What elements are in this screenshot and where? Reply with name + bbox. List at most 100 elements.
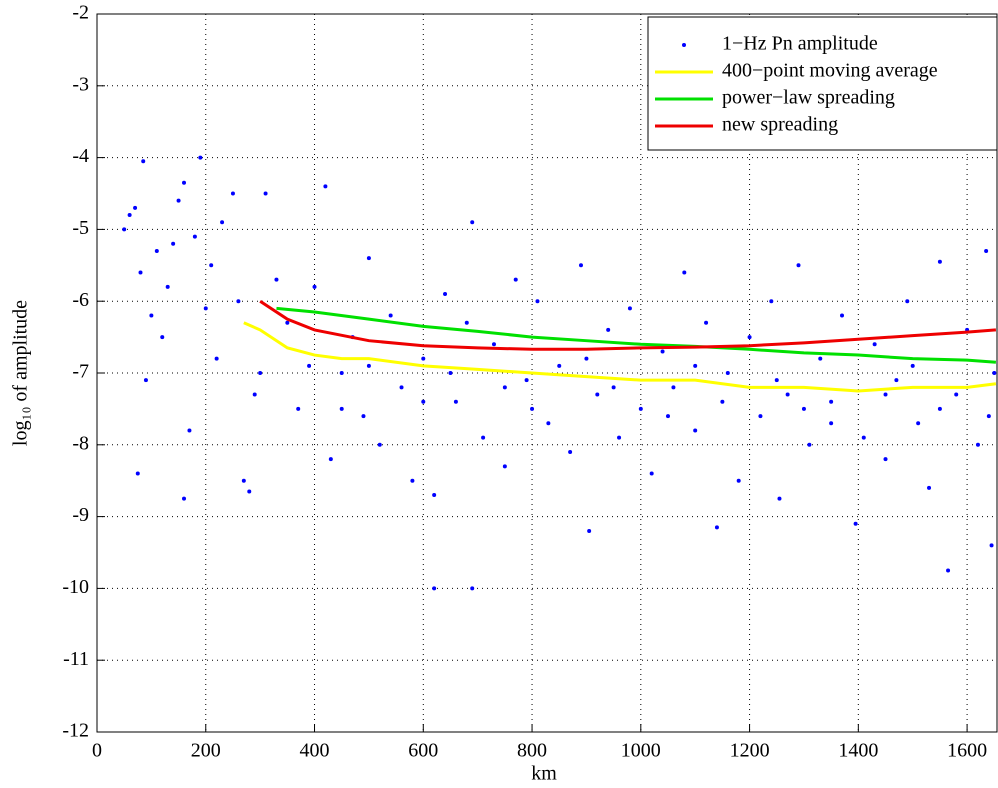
data-point xyxy=(274,277,279,282)
data-point xyxy=(568,449,573,454)
data-point xyxy=(524,378,529,383)
data-point xyxy=(611,385,616,390)
x-tick-label: 1400 xyxy=(838,740,878,762)
data-point xyxy=(883,392,888,397)
data-point xyxy=(595,392,600,397)
data-point xyxy=(665,414,670,419)
data-point xyxy=(171,241,176,246)
y-axis-label: log₁₀ of amplitude xyxy=(10,300,32,446)
data-point xyxy=(946,568,951,573)
data-point xyxy=(141,159,146,164)
data-point xyxy=(328,457,333,462)
data-point xyxy=(138,270,143,275)
data-point xyxy=(992,371,997,375)
data-point xyxy=(160,335,165,340)
data-point xyxy=(840,313,845,318)
y-tick-label: -9 xyxy=(72,504,89,526)
data-point xyxy=(937,259,942,264)
data-point xyxy=(143,378,148,383)
data-point xyxy=(502,385,507,390)
legend-label: 400−point moving average xyxy=(722,60,938,82)
data-point xyxy=(861,435,866,440)
data-point xyxy=(176,198,181,203)
data-point xyxy=(769,299,774,304)
data-point xyxy=(927,485,932,490)
legend: 1−Hz Pn amplitude 400−point moving averag… xyxy=(647,16,998,151)
data-point xyxy=(807,442,812,447)
data-point xyxy=(453,399,458,404)
line xyxy=(276,306,997,364)
data-point xyxy=(937,406,942,411)
data-point xyxy=(693,363,698,368)
data-point xyxy=(627,306,632,311)
plot-area xyxy=(122,155,997,591)
data-point xyxy=(578,263,583,268)
legend-label: power−law spreading xyxy=(722,87,895,109)
x-tick-label: 1600 xyxy=(947,740,987,762)
data-point xyxy=(247,489,252,494)
data-point xyxy=(448,371,453,375)
data-point xyxy=(182,496,187,501)
data-point xyxy=(230,191,235,196)
data-point xyxy=(660,349,665,354)
data-point xyxy=(182,180,187,185)
data-point xyxy=(307,363,312,368)
data-point xyxy=(617,435,622,440)
x-tick-label: 0 xyxy=(92,740,102,762)
data-point xyxy=(975,442,980,447)
data-point xyxy=(530,406,535,411)
data-point xyxy=(154,248,159,253)
legend-label: 1−Hz Pn amplitude xyxy=(722,33,878,55)
data-point xyxy=(470,586,475,591)
data-point xyxy=(872,342,877,347)
data-point xyxy=(377,442,382,447)
data-point xyxy=(829,421,834,426)
data-point xyxy=(421,399,426,404)
data-point xyxy=(984,248,989,253)
data-point xyxy=(203,306,208,311)
data-point xyxy=(796,263,801,268)
data-point xyxy=(829,399,834,404)
data-point xyxy=(989,543,994,548)
data-point xyxy=(720,399,725,404)
legend-box xyxy=(647,16,998,151)
data-point xyxy=(241,478,246,483)
data-point xyxy=(388,313,393,318)
data-point xyxy=(135,471,140,476)
x-tick-label: 200 xyxy=(191,740,221,762)
data-point xyxy=(682,270,687,275)
legend-marker xyxy=(682,43,686,47)
data-point xyxy=(774,378,779,383)
y-tick-label: -6 xyxy=(72,289,89,311)
data-point xyxy=(198,155,203,160)
data-point xyxy=(894,378,899,383)
y-tick-label: -10 xyxy=(62,576,89,598)
data-point xyxy=(502,464,507,469)
data-point xyxy=(853,521,858,526)
data-point xyxy=(546,421,551,426)
data-point xyxy=(127,213,132,218)
data-point xyxy=(910,363,915,368)
data-point xyxy=(296,406,301,411)
data-point xyxy=(361,414,366,419)
data-point xyxy=(704,320,709,325)
legend-label: new spreading xyxy=(722,114,838,136)
data-point xyxy=(339,371,344,375)
data-point xyxy=(671,385,676,390)
data-point xyxy=(165,284,170,289)
data-point xyxy=(883,457,888,462)
data-point xyxy=(366,256,371,261)
data-point xyxy=(736,478,741,483)
x-tick-label: 800 xyxy=(517,740,547,762)
data-point xyxy=(758,414,763,419)
data-point xyxy=(606,327,611,332)
y-tick-label: -2 xyxy=(72,2,89,24)
data-point xyxy=(399,385,404,390)
data-point xyxy=(986,414,991,419)
y-tick-label: -4 xyxy=(72,145,89,167)
data-point xyxy=(209,263,214,268)
data-point xyxy=(584,356,589,361)
x-tick-label: 1200 xyxy=(730,740,770,762)
data-point xyxy=(747,335,752,340)
